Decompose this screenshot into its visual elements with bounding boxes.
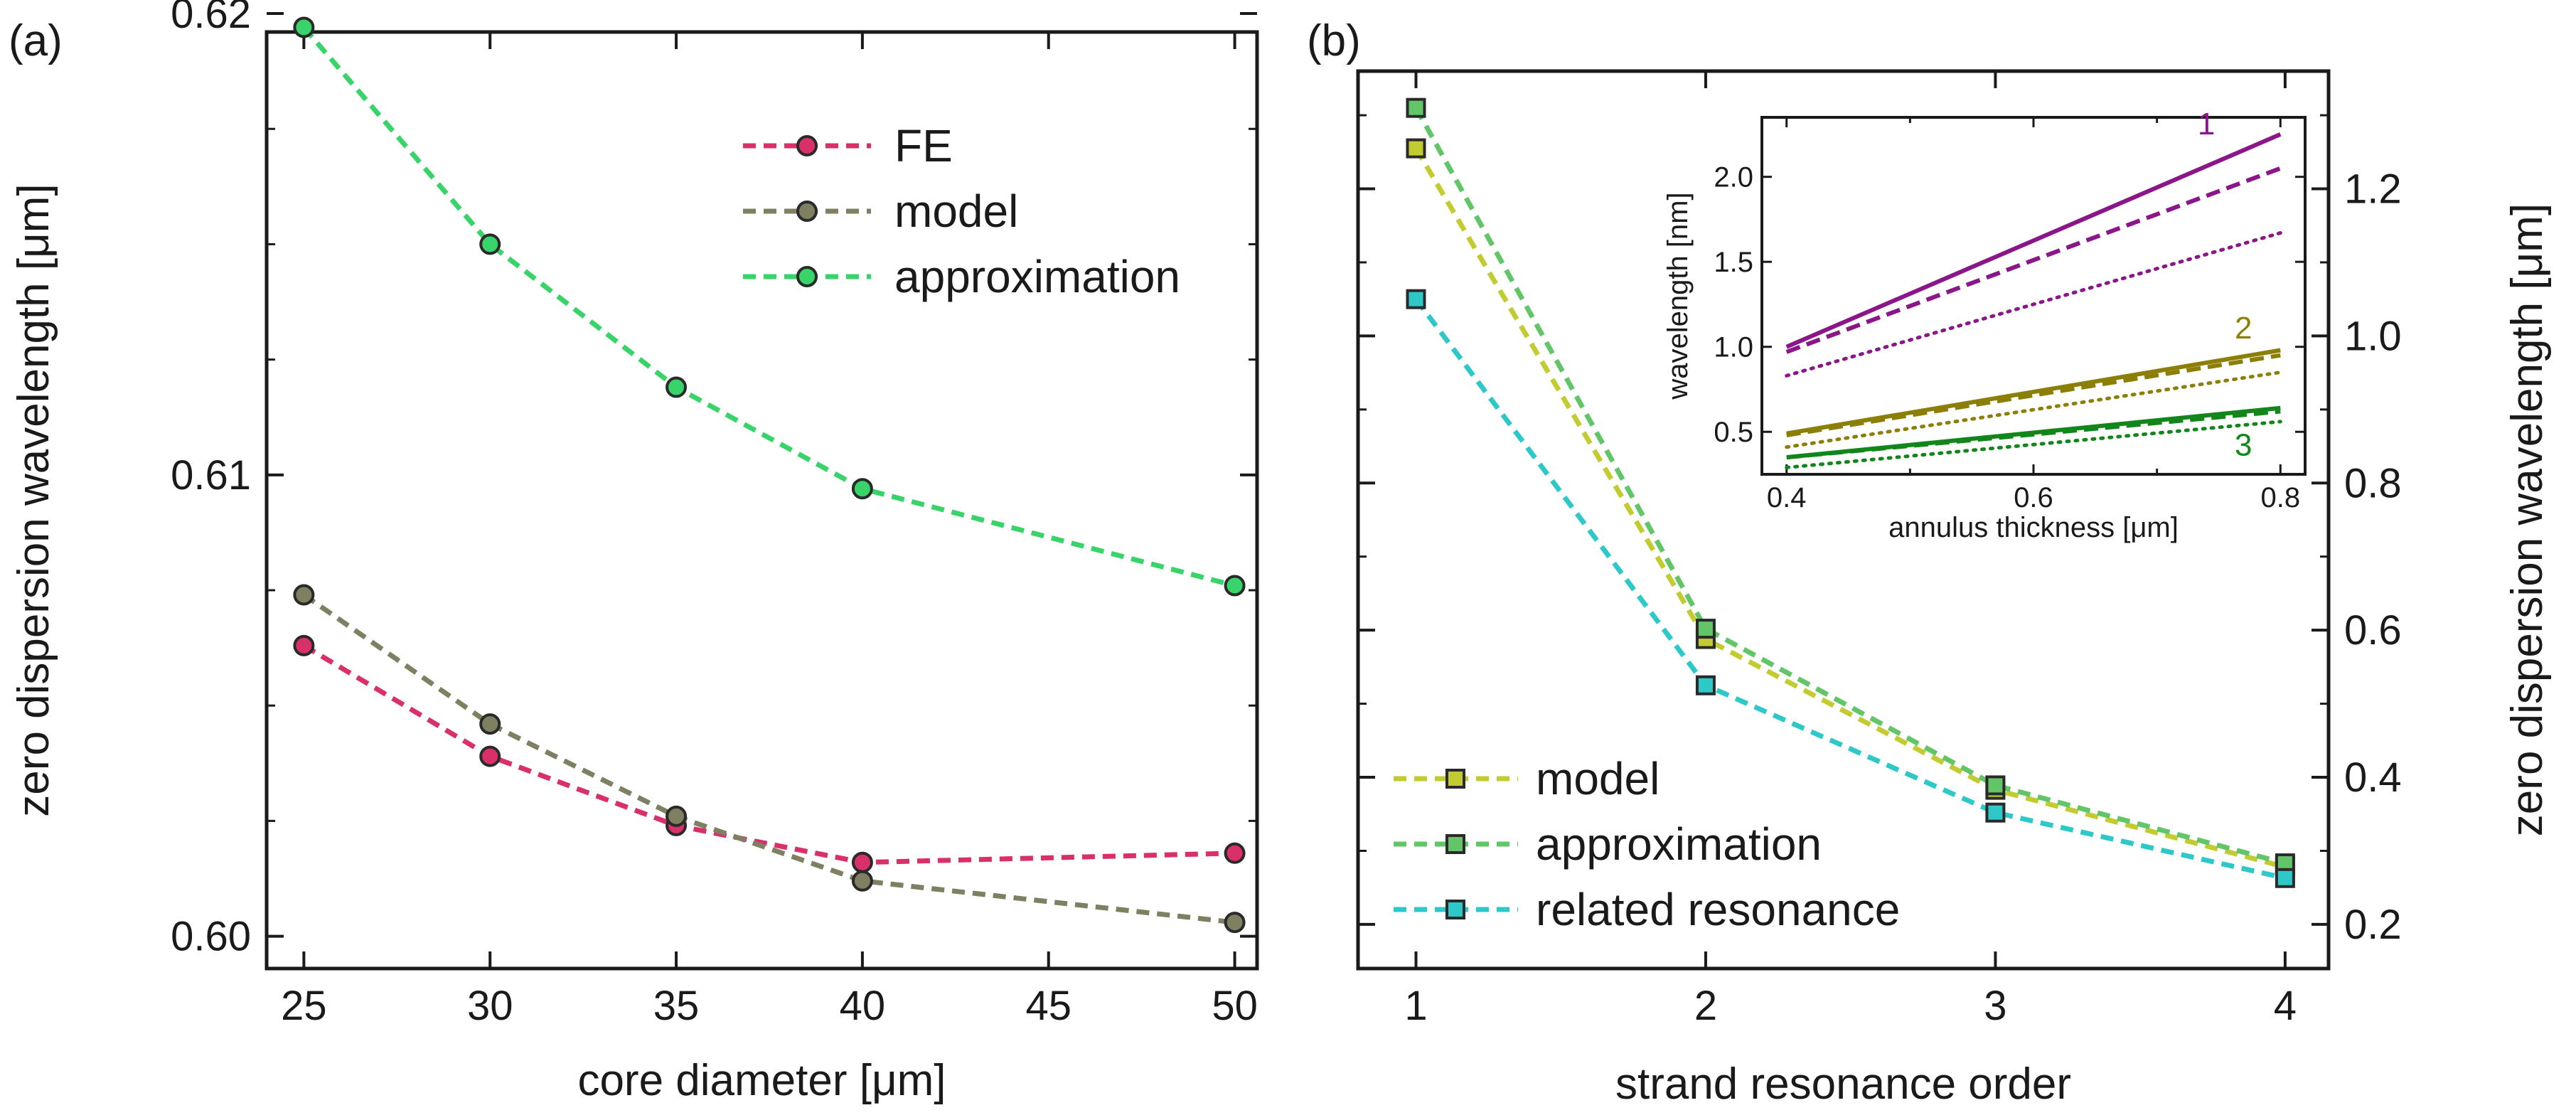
data-point <box>1224 575 1246 597</box>
data-point <box>1695 675 1716 695</box>
y-axis-title: wavelength [nm] <box>1662 192 1694 400</box>
panel-label-b: (b) <box>1307 16 1361 65</box>
inset-curve <box>1785 132 2282 349</box>
x-tick-label: 45 <box>1025 983 1071 1029</box>
series-line <box>302 592 1235 925</box>
y-tick-label: 2.0 <box>1714 162 1753 193</box>
data-point <box>1224 912 1246 934</box>
inset-curve <box>1786 409 2281 460</box>
series-line <box>1413 146 2286 870</box>
y-axis-title: zero dispersion wavelength [μm] <box>2503 203 2552 836</box>
y-axis-title: zero dispersion wavelength [μm] <box>9 183 58 816</box>
inset-curve <box>1785 231 2282 378</box>
x-tick-label: 50 <box>1212 983 1258 1029</box>
inset-curve <box>1786 353 2281 437</box>
x-tick-label: 25 <box>281 983 327 1029</box>
legend-label: model <box>894 186 1018 237</box>
x-axis-title: core diameter [μm] <box>577 1056 946 1105</box>
y-tick-label: 0.5 <box>1714 417 1753 448</box>
legend-label: approximation <box>1536 818 1822 870</box>
data-point <box>1406 97 1426 118</box>
panel-label-a: (a) <box>9 16 63 65</box>
x-tick-label: 35 <box>653 983 700 1029</box>
y-tick-label: 0.6 <box>2344 607 2402 654</box>
data-point <box>479 233 501 255</box>
x-tick-label: 0.6 <box>2014 482 2053 513</box>
series-line <box>302 643 1235 865</box>
chart-panel-b: 1 2 3 4 0.2 0.4 0.6 0.8 1.0 1.2 strand resonance o… <box>1356 69 2552 1109</box>
legend-marker <box>1445 900 1465 919</box>
inset-curve-label: 2 <box>2235 311 2252 346</box>
inset-curve <box>1785 420 2282 469</box>
data-point <box>851 870 873 892</box>
y-tick-label: 0.2 <box>2344 902 2402 948</box>
inset-curve <box>1786 348 2281 436</box>
y-tick-label: 0.62 <box>171 0 251 37</box>
legend-label: model <box>1536 753 1660 804</box>
legend-marker <box>796 201 818 222</box>
x-tick-label: 1 <box>1404 983 1427 1029</box>
y-tick-label: 1.5 <box>1714 247 1753 278</box>
legend-marker <box>1445 769 1465 789</box>
x-axis-title: strand resonance order <box>1615 1060 2071 1109</box>
x-tick-label: 3 <box>1984 983 2006 1029</box>
legend-label: FE <box>894 120 953 171</box>
data-point <box>1985 802 2006 823</box>
y-tick-label: 1.0 <box>2344 313 2402 359</box>
data-point <box>1224 842 1246 864</box>
y-tick-label: 0.61 <box>171 452 251 498</box>
x-tick-label: 40 <box>840 983 886 1029</box>
chart-panel-a: 25 30 35 40 45 50 0.60 0.61 0.62 core diameter [μ… <box>9 0 1259 1105</box>
inset-curve <box>1785 166 2282 354</box>
data-point <box>1406 289 1426 309</box>
legend-label: related resonance <box>1536 884 1900 935</box>
data-point <box>479 713 501 735</box>
data-point <box>1985 775 2006 796</box>
data-point <box>851 478 873 500</box>
plot-frame <box>1356 69 2331 971</box>
y-tick-label: 0.4 <box>2344 754 2402 801</box>
chart-panel-b-inset: 0.4 0.6 0.8 0.5 1.0 1.5 2.0 annulus thickness [… <box>1662 107 2307 543</box>
series-line <box>1413 107 2286 866</box>
data-point <box>479 745 501 767</box>
series-line <box>301 26 1236 588</box>
data-point <box>851 851 873 873</box>
y-tick-label: 1.0 <box>1714 332 1753 363</box>
legend-marker <box>1445 834 1465 854</box>
x-tick-label: 30 <box>467 983 513 1029</box>
x-tick-label: 4 <box>2274 983 2297 1029</box>
series-line <box>1413 297 2286 881</box>
data-point <box>1406 138 1426 159</box>
x-tick-label: 0.8 <box>2260 482 2300 513</box>
y-tick-label: 1.2 <box>2344 166 2402 213</box>
inset-curve <box>1785 370 2282 449</box>
data-point <box>666 376 688 398</box>
legend-label: approximation <box>894 251 1180 302</box>
legend-marker <box>796 266 818 287</box>
x-axis-title: annulus thickness [μm] <box>1888 512 2179 543</box>
y-tick-label: 0.8 <box>2344 460 2402 506</box>
x-tick-label: 2 <box>1694 983 1717 1029</box>
inset-background <box>1762 117 2305 474</box>
data-point <box>1695 619 1716 639</box>
data-point <box>293 584 315 606</box>
inset-curve-label: 3 <box>2235 428 2252 463</box>
plot-frame <box>264 30 1259 971</box>
y-tick-label: 0.60 <box>171 914 251 960</box>
data-point <box>293 16 315 38</box>
data-point <box>666 805 688 827</box>
data-point <box>293 634 315 656</box>
legend-marker <box>796 135 818 156</box>
data-point <box>2275 868 2295 888</box>
x-tick-label: 0.4 <box>1767 482 1807 513</box>
inset-curve-label: 1 <box>2198 107 2215 142</box>
